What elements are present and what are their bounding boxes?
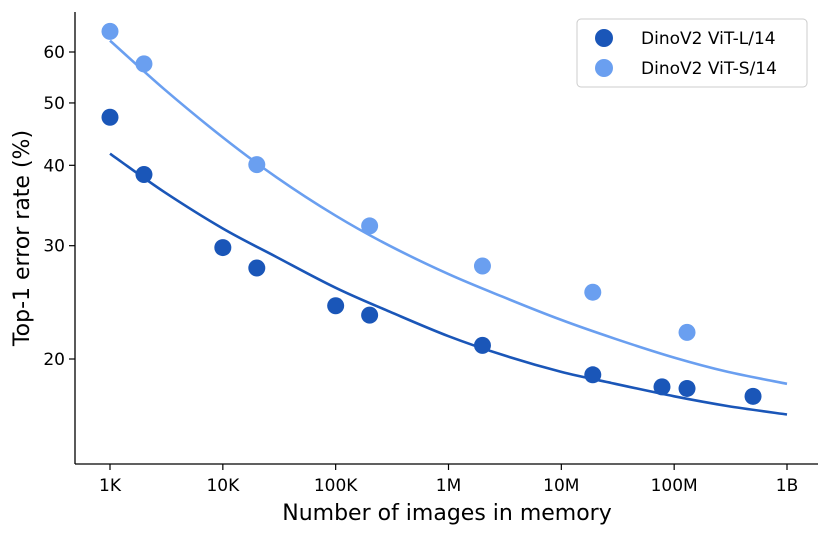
y-tick-label-30: 30 xyxy=(43,237,65,257)
ticks: 1K 10K 100K 1M 10M 100M 1B 20 30 40 50 60 xyxy=(43,43,798,496)
series-1-point-5 xyxy=(584,283,602,301)
series-0-point-2 xyxy=(214,239,232,257)
series-1-point-3 xyxy=(361,217,379,235)
y-tick-label-60: 60 xyxy=(43,43,65,63)
legend-label-vit-l: DinoV2 ViT-L/14 xyxy=(641,29,776,49)
series-0-point-3 xyxy=(248,259,266,277)
y-tick-label-20: 20 xyxy=(43,350,65,370)
fit-line-1 xyxy=(109,39,788,386)
series-1-point-1 xyxy=(135,55,153,73)
x-axis-label: Number of images in memory xyxy=(282,501,612,526)
legend-marker-vit-l xyxy=(595,29,613,47)
series-0-point-8 xyxy=(653,378,671,396)
x-tick-label-1m: 1M xyxy=(436,476,461,496)
legend-marker-vit-s xyxy=(595,59,613,77)
series-1-point-2 xyxy=(248,156,266,174)
y-axis-label: Top-1 error rate (%) xyxy=(10,130,35,347)
series-1-point-6 xyxy=(678,323,696,341)
series-0-point-7 xyxy=(584,366,602,384)
series-0-point-4 xyxy=(327,297,345,315)
x-tick-label-1k: 1K xyxy=(99,476,122,496)
y-tick-label-40: 40 xyxy=(43,156,65,176)
y-tick-label-50: 50 xyxy=(43,94,65,114)
fit-line-0 xyxy=(109,152,788,416)
legend-box xyxy=(576,18,808,88)
legend-label-vit-s: DinoV2 ViT-S/14 xyxy=(641,59,777,79)
x-tick-label-10m: 10M xyxy=(543,476,579,496)
x-tick-label-1b: 1B xyxy=(776,476,798,496)
x-tick-label-100k: 100K xyxy=(314,476,358,496)
series-1-point-0 xyxy=(101,22,119,40)
series-0-point-5 xyxy=(361,306,379,324)
series-0-point-6 xyxy=(473,336,491,354)
series-1-point-4 xyxy=(473,257,491,275)
fit-lines xyxy=(109,39,788,416)
x-tick-label-10k: 10K xyxy=(206,476,240,496)
series-0-point-0 xyxy=(101,108,119,126)
series-0-point-9 xyxy=(678,379,696,397)
legend: DinoV2 ViT-L/14 DinoV2 ViT-S/14 xyxy=(576,18,808,88)
axes xyxy=(74,12,818,465)
data-points xyxy=(101,22,762,405)
series-0-point-1 xyxy=(135,166,153,184)
series-0-point-10 xyxy=(744,387,762,405)
x-tick-label-100m: 100M xyxy=(651,476,698,496)
